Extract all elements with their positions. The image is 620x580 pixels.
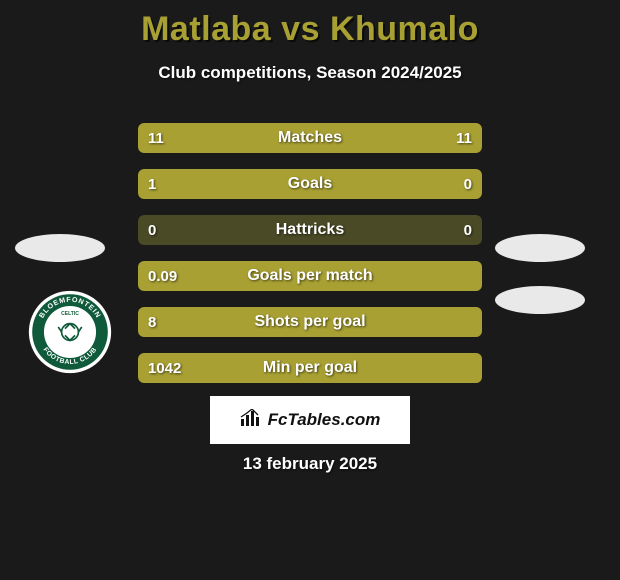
player-left-placeholder-icon — [15, 234, 105, 262]
club-right-placeholder-icon — [495, 286, 585, 314]
bar-label: Goals — [138, 169, 482, 199]
comparison-infographic: Matlaba vs Khumalo Club competitions, Se… — [0, 0, 620, 580]
bar-left-value: 0.09 — [138, 261, 187, 291]
page-title: Matlaba vs Khumalo — [0, 0, 620, 49]
date-line: 13 february 2025 — [0, 454, 620, 474]
bar-label: Shots per goal — [138, 307, 482, 337]
bar-right-value: 0 — [454, 169, 482, 199]
stat-bars: Matches1111Goals10Hattricks00Goals per m… — [138, 123, 482, 399]
bar-left-value: 0 — [138, 215, 166, 245]
svg-text:CELTIC: CELTIC — [61, 311, 79, 317]
svg-text:FOOTBALL CLUB: FOOTBALL CLUB — [42, 346, 99, 366]
bar-left-value: 1042 — [138, 353, 191, 383]
brand-text: FcTables.com — [268, 410, 381, 430]
player-left-name: Matlaba — [141, 10, 271, 48]
bar-label: Matches — [138, 123, 482, 153]
bar-left-value: 11 — [138, 123, 174, 153]
stat-row: Shots per goal8 — [138, 307, 482, 337]
bar-right-value: 0 — [454, 215, 482, 245]
player-right-placeholder-icon — [495, 234, 585, 262]
chart-bars-icon — [240, 409, 262, 432]
stat-row: Matches11 11 — [138, 123, 482, 153]
svg-text:BLOEMFONTEIN: BLOEMFONTEIN — [38, 296, 103, 320]
stat-row: Min per goal1042 — [138, 353, 482, 383]
stat-row: Goals1 0 — [138, 169, 482, 199]
bar-left-value: 1 — [138, 169, 166, 199]
stat-row: Hattricks0 0 — [138, 215, 482, 245]
stat-row: Goals per match0.09 — [138, 261, 482, 291]
vs-word: vs — [281, 10, 320, 48]
subtitle: Club competitions, Season 2024/2025 — [0, 63, 620, 83]
brand-badge: FcTables.com — [210, 396, 410, 444]
club-left-badge-icon: BLOEMFONTEIN FOOTBALL CLUB CELTIC — [28, 290, 112, 374]
bar-left-value: 8 — [138, 307, 166, 337]
player-right-name: Khumalo — [330, 10, 479, 48]
bar-label: Hattricks — [138, 215, 482, 245]
bar-right-value: 11 — [446, 123, 482, 153]
bar-label: Goals per match — [138, 261, 482, 291]
